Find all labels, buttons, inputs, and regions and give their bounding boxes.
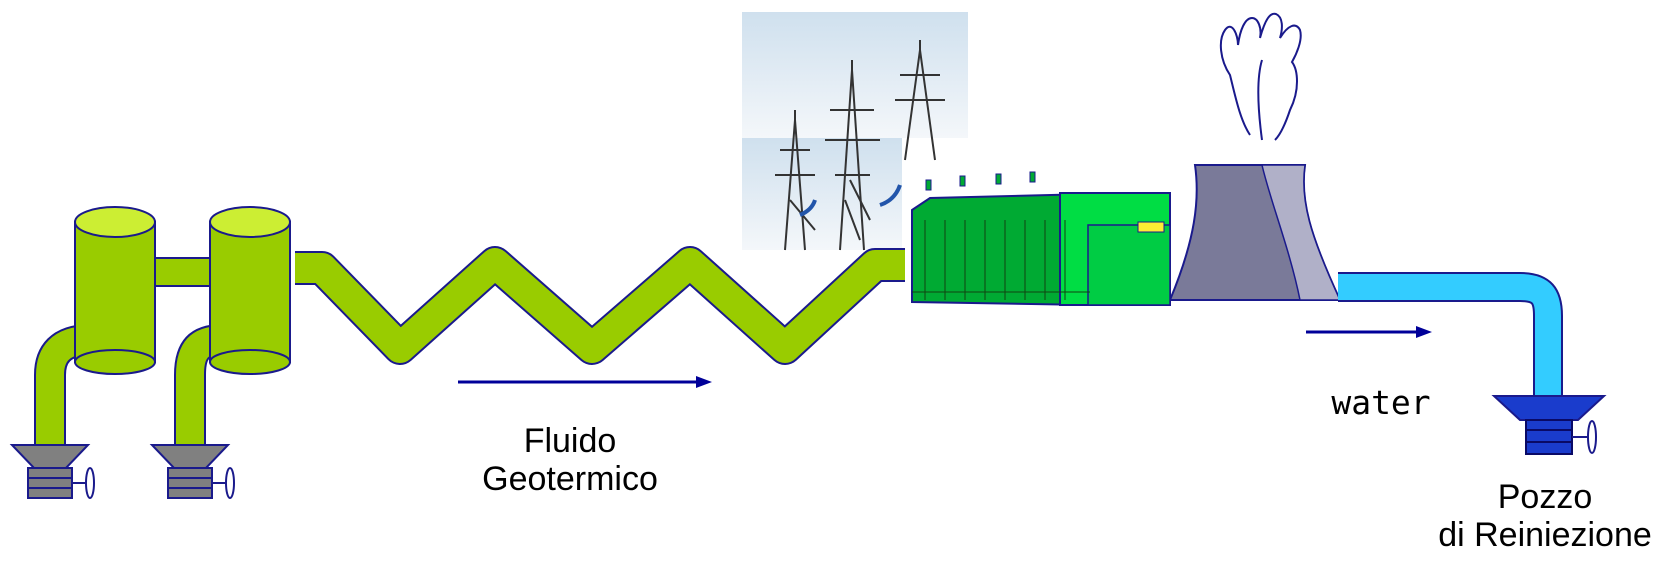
power-pylon-icon	[742, 12, 968, 251]
geothermal-pipeline	[295, 246, 905, 365]
injection-well-label: Pozzo di Reiniezione	[1420, 478, 1670, 554]
power-plant-icon	[911, 171, 1171, 307]
injection-well-label-line2: di Reiniezione	[1438, 516, 1652, 554]
fluid-flow-arrow	[458, 376, 712, 388]
injection-valve-icon	[1491, 395, 1607, 455]
wellhead-valve-icon	[9, 444, 235, 499]
water-flow-arrow	[1306, 326, 1432, 338]
tank-connector	[149, 257, 221, 287]
fluid-label-line1: Fluido	[523, 422, 617, 460]
separator-tank-icon	[74, 206, 291, 375]
water-pipe	[1338, 272, 1563, 400]
cooling-tower-icon	[1168, 164, 1342, 301]
steam-plume-icon	[1219, 12, 1302, 141]
fluid-label: Fluido Geotermico	[470, 422, 670, 498]
water-label: water	[1331, 383, 1431, 422]
fluid-label-line2: Geotermico	[482, 460, 658, 498]
injection-well-label-line1: Pozzo	[1497, 478, 1593, 516]
